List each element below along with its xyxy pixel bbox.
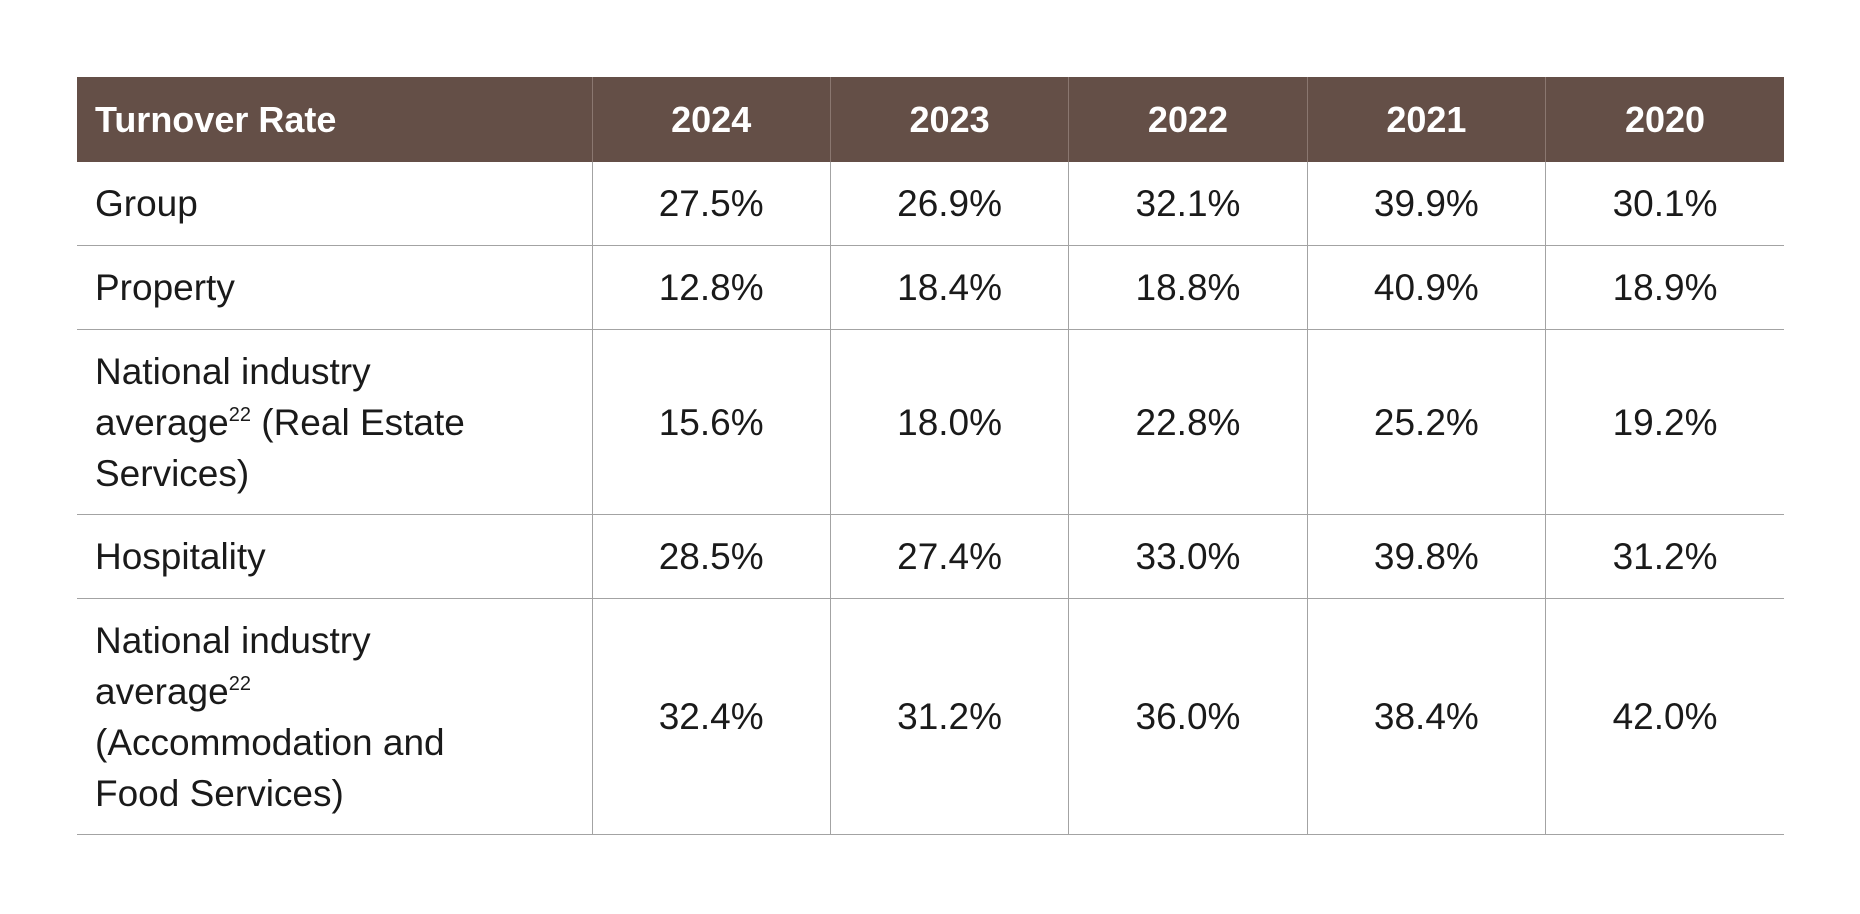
row-label-rest-b: Services) — [95, 452, 250, 494]
row-label: Property — [77, 245, 592, 330]
footnote-marker: 22 — [228, 403, 251, 426]
table-row-group: Group 27.5% 26.9% 32.1% 39.9% 30.1% — [77, 162, 1784, 246]
row-label-word: average — [95, 670, 229, 712]
cell-2020: 18.9% — [1545, 245, 1784, 330]
cell-2024: 27.5% — [591, 162, 831, 246]
cell-2023: 26.9% — [829, 162, 1069, 246]
row-label-rest-a: (Real Estate — [250, 401, 465, 443]
cell-2021: 38.4% — [1306, 598, 1546, 835]
header-year-2021: 2021 — [1306, 77, 1546, 162]
cell-2021: 25.2% — [1306, 329, 1546, 515]
cell-2023: 18.0% — [829, 329, 1069, 515]
cell-2021: 40.9% — [1306, 245, 1546, 330]
header-year-2020: 2020 — [1545, 77, 1784, 162]
header-turnover-rate: Turnover Rate — [77, 77, 592, 162]
row-label: National industry average22 (Accommodation… — [77, 598, 592, 835]
row-label-rest-b: Food Services) — [95, 772, 344, 814]
row-label: Hospitality — [77, 514, 592, 599]
header-year-2024: 2024 — [591, 77, 831, 162]
cell-2024: 15.6% — [591, 329, 831, 515]
cell-2024: 12.8% — [591, 245, 831, 330]
row-label-word: average — [95, 401, 229, 443]
header-year-2022: 2022 — [1068, 77, 1308, 162]
table-row-national-avg-real-estate: National industry average22 (Real Estate S… — [77, 329, 1784, 515]
cell-2023: 18.4% — [829, 245, 1069, 330]
cell-2022: 18.8% — [1068, 245, 1308, 330]
row-label-rest-a: (Accommodation and — [95, 721, 445, 763]
cell-2022: 32.1% — [1068, 162, 1308, 246]
cell-2022: 36.0% — [1068, 598, 1308, 835]
cell-2022: 22.8% — [1068, 329, 1308, 515]
cell-2024: 28.5% — [591, 514, 831, 599]
cell-2020: 42.0% — [1545, 598, 1784, 835]
table-row-national-avg-accommodation: National industry average22 (Accommodation… — [77, 598, 1784, 835]
cell-2021: 39.9% — [1306, 162, 1546, 246]
footnote-marker: 22 — [228, 672, 251, 695]
header-year-2023: 2023 — [829, 77, 1069, 162]
cell-2020: 30.1% — [1545, 162, 1784, 246]
cell-2022: 33.0% — [1068, 514, 1308, 599]
cell-2023: 27.4% — [829, 514, 1069, 599]
table-row-property: Property 12.8% 18.4% 18.8% 40.9% 18.9% — [77, 245, 1784, 330]
table-row-hospitality: Hospitality 28.5% 27.4% 33.0% 39.8% 31.2… — [77, 514, 1784, 599]
cell-2021: 39.8% — [1306, 514, 1546, 599]
table-header-row: Turnover Rate 2024 2023 2022 2021 2020 — [77, 77, 1784, 162]
row-label-line1: National industry — [95, 619, 371, 661]
cell-2023: 31.2% — [829, 598, 1069, 835]
cell-2020: 19.2% — [1545, 329, 1784, 515]
cell-2024: 32.4% — [591, 598, 831, 835]
turnover-rate-table: Turnover Rate 2024 2023 2022 2021 2020 G… — [77, 77, 1784, 835]
row-label: Group — [77, 162, 592, 246]
cell-2020: 31.2% — [1545, 514, 1784, 599]
turnover-rate-table-container: Turnover Rate 2024 2023 2022 2021 2020 G… — [77, 77, 1784, 835]
row-label: National industry average22 (Real Estate S… — [77, 329, 592, 515]
row-label-line1: National industry — [95, 350, 371, 392]
